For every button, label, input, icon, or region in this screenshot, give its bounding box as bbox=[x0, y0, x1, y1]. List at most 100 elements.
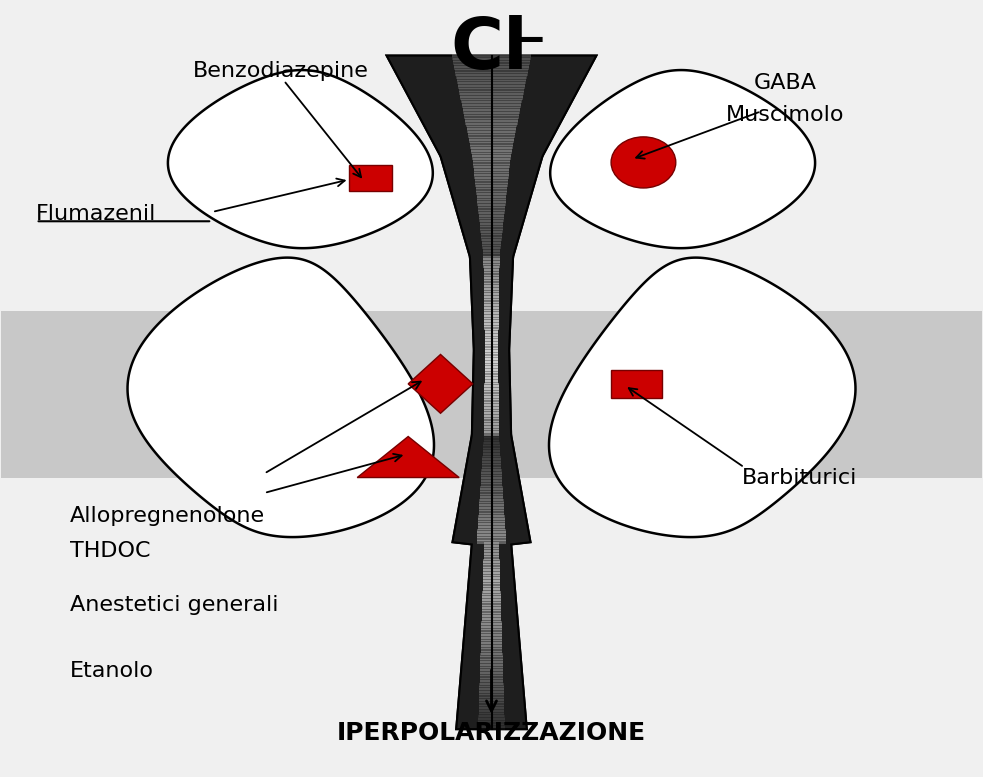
Bar bbox=[484, 299, 499, 303]
Bar bbox=[484, 429, 499, 433]
Bar bbox=[485, 342, 498, 347]
Text: Cl: Cl bbox=[450, 15, 529, 84]
Bar bbox=[465, 117, 518, 122]
Bar bbox=[482, 615, 501, 619]
Bar bbox=[479, 504, 504, 509]
Bar bbox=[484, 550, 499, 555]
Bar bbox=[481, 653, 502, 657]
Bar bbox=[465, 120, 518, 124]
Bar bbox=[485, 385, 498, 389]
Text: Benzodiazepine: Benzodiazepine bbox=[193, 61, 369, 81]
Bar bbox=[477, 199, 506, 203]
Bar bbox=[473, 155, 510, 160]
Bar bbox=[476, 188, 507, 192]
Bar bbox=[479, 713, 504, 717]
Bar bbox=[458, 85, 525, 89]
Bar bbox=[485, 396, 498, 400]
Bar bbox=[479, 710, 504, 714]
Bar bbox=[474, 169, 509, 173]
Bar bbox=[480, 218, 503, 222]
Bar bbox=[477, 196, 506, 200]
Bar bbox=[452, 55, 531, 60]
Bar bbox=[476, 185, 507, 190]
Bar bbox=[480, 672, 503, 677]
Bar bbox=[482, 239, 501, 243]
Bar bbox=[480, 667, 503, 671]
Bar bbox=[465, 120, 518, 124]
Bar bbox=[484, 437, 499, 441]
Bar bbox=[481, 650, 502, 655]
Bar bbox=[485, 331, 498, 336]
Bar bbox=[484, 434, 499, 438]
Bar bbox=[482, 464, 501, 468]
Bar bbox=[484, 564, 499, 568]
Bar bbox=[485, 310, 498, 314]
Bar bbox=[478, 524, 505, 528]
Bar bbox=[480, 683, 503, 687]
Bar bbox=[485, 364, 498, 368]
Text: THDOC: THDOC bbox=[70, 541, 150, 561]
Polygon shape bbox=[168, 70, 433, 248]
Bar bbox=[482, 615, 501, 619]
Bar bbox=[482, 239, 501, 243]
Bar bbox=[484, 283, 499, 287]
Bar bbox=[478, 526, 505, 531]
Bar bbox=[485, 413, 498, 416]
Bar bbox=[484, 431, 499, 436]
Bar bbox=[459, 88, 524, 92]
Bar bbox=[478, 204, 505, 208]
Bar bbox=[484, 280, 499, 284]
Bar bbox=[484, 559, 499, 563]
Bar bbox=[469, 139, 514, 144]
Bar bbox=[481, 645, 502, 650]
Bar bbox=[480, 675, 503, 679]
Bar bbox=[483, 456, 500, 460]
Bar bbox=[462, 101, 521, 106]
Bar bbox=[466, 123, 517, 127]
Bar bbox=[483, 599, 500, 604]
Bar bbox=[478, 726, 505, 730]
Bar bbox=[482, 462, 501, 465]
Bar bbox=[479, 510, 504, 514]
Bar bbox=[484, 256, 499, 260]
Bar bbox=[456, 77, 527, 82]
Bar bbox=[485, 418, 498, 422]
Bar bbox=[483, 250, 500, 254]
Bar bbox=[480, 688, 503, 692]
Bar bbox=[481, 650, 502, 655]
Text: IPERPOLARIZZAZIONE: IPERPOLARIZZAZIONE bbox=[337, 721, 646, 745]
Bar bbox=[484, 277, 499, 281]
Bar bbox=[480, 661, 503, 666]
Bar bbox=[485, 415, 498, 420]
Bar bbox=[480, 226, 503, 230]
Bar bbox=[485, 393, 498, 398]
Bar bbox=[471, 148, 512, 152]
Bar bbox=[480, 497, 503, 500]
Text: Muscimolo: Muscimolo bbox=[726, 105, 844, 125]
Bar bbox=[480, 493, 503, 498]
Bar bbox=[462, 104, 521, 108]
Bar bbox=[479, 507, 504, 511]
Bar bbox=[484, 261, 499, 265]
Polygon shape bbox=[357, 437, 459, 478]
Bar bbox=[485, 372, 498, 376]
Polygon shape bbox=[128, 258, 434, 537]
Bar bbox=[485, 307, 498, 312]
Bar bbox=[484, 561, 499, 566]
Bar bbox=[479, 721, 504, 725]
Bar bbox=[485, 347, 498, 352]
Bar bbox=[463, 106, 520, 111]
Bar bbox=[479, 507, 504, 511]
Bar bbox=[458, 82, 525, 87]
Bar bbox=[484, 253, 499, 257]
Bar bbox=[469, 137, 514, 141]
Bar bbox=[483, 597, 500, 601]
Bar bbox=[480, 223, 503, 228]
Bar bbox=[470, 142, 513, 146]
Bar bbox=[485, 318, 498, 322]
Bar bbox=[479, 210, 504, 214]
Bar bbox=[481, 643, 502, 646]
Bar bbox=[479, 707, 504, 712]
Bar bbox=[484, 288, 499, 292]
Bar bbox=[479, 713, 504, 717]
